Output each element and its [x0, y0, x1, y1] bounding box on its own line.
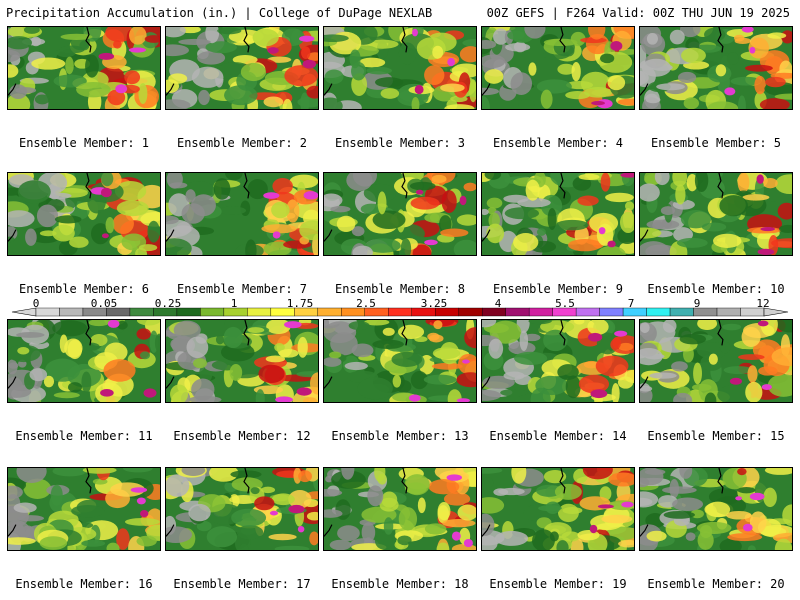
colorbar-swatch	[388, 307, 412, 317]
colorbar-tick-label: 4	[494, 297, 502, 310]
colorbar-swatch	[247, 307, 272, 317]
colorbar-swatch	[716, 307, 741, 317]
ensemble-member-map	[165, 26, 319, 110]
ensemble-member-map	[481, 319, 635, 403]
ensemble-member-label: Ensemble Member: 7	[176, 282, 308, 296]
colorbar-swatch	[59, 307, 84, 317]
ensemble-member-label: Ensemble Member: 2	[176, 136, 308, 150]
colorbar-swatch	[200, 307, 225, 317]
ensemble-member-map	[323, 319, 477, 403]
ensemble-member-map	[639, 172, 793, 256]
ensemble-member-label: Ensemble Member: 3	[334, 136, 466, 150]
ensemble-member-label: Ensemble Member: 1	[18, 136, 150, 150]
ensemble-member-label: Ensemble Member: 11	[15, 429, 153, 443]
ensemble-member-label: Ensemble Member: 5	[650, 136, 782, 150]
ensemble-member-map	[323, 467, 477, 551]
colorbar-tick-label: 7	[627, 297, 635, 310]
ensemble-member-map	[7, 319, 161, 403]
ensemble-member-label: Ensemble Member: 8	[334, 282, 466, 296]
ensemble-member-map	[323, 172, 477, 256]
colorbar-swatch	[35, 307, 60, 317]
ensemble-member-map	[165, 319, 319, 403]
ensemble-member-label: Ensemble Member: 9	[492, 282, 624, 296]
colorbar-swatch	[129, 307, 154, 317]
colorbar-swatch	[622, 307, 647, 317]
ensemble-member-map	[7, 467, 161, 551]
colorbar-tick-label: 5.5	[555, 297, 575, 310]
colorbar-swatch	[599, 307, 624, 317]
ensemble-member-map	[7, 26, 161, 110]
ensemble-member-map	[639, 319, 793, 403]
ensemble-member-label: Ensemble Member: 6	[18, 282, 150, 296]
ensemble-member-label: Ensemble Member: 13	[331, 429, 469, 443]
ensemble-member-label: Ensemble Member: 17	[173, 577, 311, 591]
colorbar-tick-label: 0.25	[154, 297, 182, 310]
ensemble-member-map	[481, 26, 635, 110]
map-title: Precipitation Accumulation (in.) | Colle…	[6, 6, 433, 20]
ensemble-member-map	[7, 172, 161, 256]
colorbar-right-arrow	[763, 307, 789, 317]
ensemble-member-label: Ensemble Member: 20	[647, 577, 785, 591]
precip-colorbar	[11, 307, 789, 317]
colorbar-tick-label: 2.5	[356, 297, 376, 310]
ensemble-member-map	[165, 172, 319, 256]
ensemble-member-label: Ensemble Member: 15	[647, 429, 785, 443]
ensemble-member-label: Ensemble Member: 4	[492, 136, 624, 150]
colorbar-tick-label: 3.25	[420, 297, 448, 310]
ensemble-member-map	[323, 26, 477, 110]
colorbar-tick-label: 1.75	[286, 297, 314, 310]
colorbar-tick-label: 9	[693, 297, 701, 310]
colorbar-swatch	[575, 307, 600, 317]
ensemble-member-label: Ensemble Member: 12	[173, 429, 311, 443]
ensemble-member-label: Ensemble Member: 10	[647, 282, 785, 296]
colorbar-swatch	[317, 307, 342, 317]
ensemble-member-map	[639, 26, 793, 110]
ensemble-member-label: Ensemble Member: 14	[489, 429, 627, 443]
ensemble-member-label: Ensemble Member: 19	[489, 577, 627, 591]
ensemble-member-map	[639, 467, 793, 551]
colorbar-swatch	[458, 307, 483, 317]
colorbar-tick-label: 12	[756, 297, 770, 310]
colorbar-tick-label: 1	[230, 297, 238, 310]
run-valid-time: 00Z GEFS | F264 Valid: 00Z THU JUN 19 20…	[486, 6, 790, 20]
colorbar-swatch	[528, 307, 553, 317]
ensemble-member-label: Ensemble Member: 18	[331, 577, 469, 591]
ensemble-member-map	[481, 172, 635, 256]
ensemble-member-label: Ensemble Member: 16	[15, 577, 153, 591]
colorbar-swatch	[669, 307, 694, 317]
ensemble-member-map	[165, 467, 319, 551]
colorbar-tick-label: 0	[32, 297, 40, 310]
colorbar-tick-label: 0.05	[90, 297, 118, 310]
colorbar-swatch	[646, 307, 671, 317]
ensemble-member-map	[481, 467, 635, 551]
colorbar-swatch	[505, 307, 530, 317]
